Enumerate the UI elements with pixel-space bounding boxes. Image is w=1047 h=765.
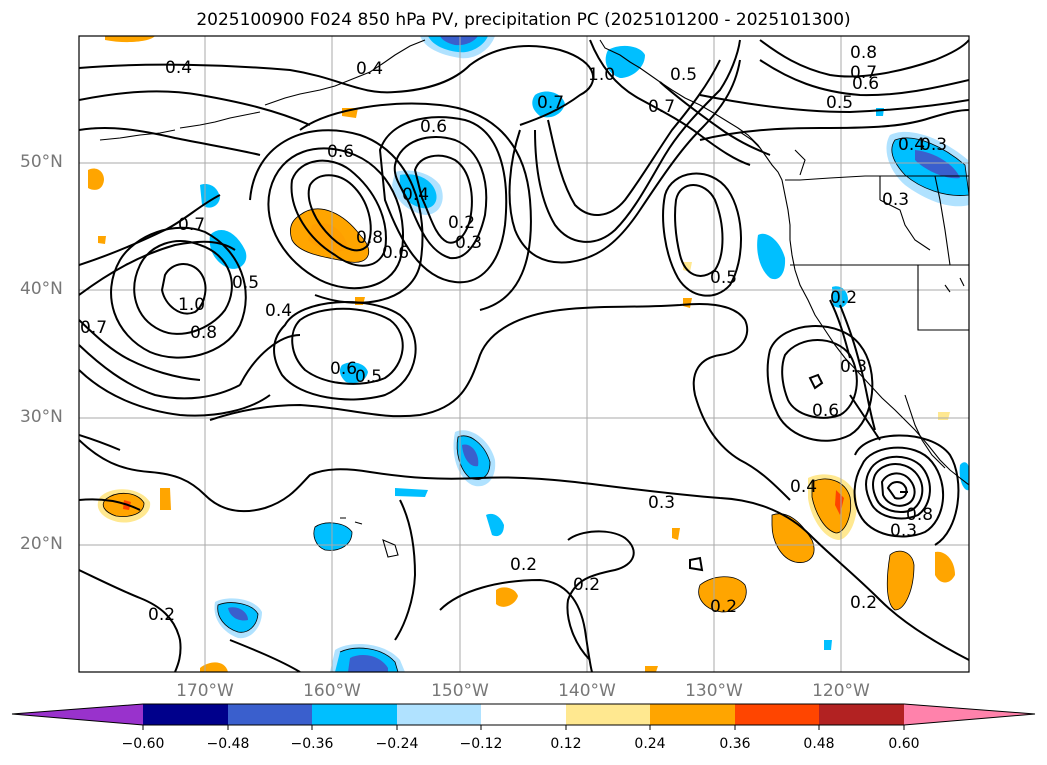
lat-label: 40°N [20, 279, 63, 299]
contour-label: 0.6 [330, 359, 357, 379]
contour-label: 0.3 [648, 493, 675, 513]
contour-label: 0.2 [573, 575, 600, 595]
contour-label: 1.0 [178, 295, 205, 315]
colorbar-tick-label: 0.12 [550, 736, 582, 752]
lon-label: 150°W [431, 681, 489, 701]
lon-label: 140°W [558, 681, 616, 701]
contour-label: 0.6 [852, 74, 879, 94]
contour-label: 0.4 [265, 301, 292, 321]
contour-label: 0.8 [356, 228, 383, 248]
contour-label: 0.2 [710, 597, 737, 617]
colorbar-tick-label: −0.12 [459, 736, 503, 752]
contour-label: 0.2 [510, 555, 537, 575]
contour-label: 0.3 [890, 521, 917, 541]
colorbar-tick-label: −0.60 [121, 736, 165, 752]
contour-label: 0.3 [455, 233, 482, 253]
contour-label: 0.8 [850, 43, 877, 63]
contour-label: 0.5 [670, 65, 697, 85]
lon-label: 130°W [685, 681, 743, 701]
contour-label: 1.0 [588, 65, 615, 85]
contour-label: 0.6 [420, 117, 447, 137]
contour-label: 0.8 [190, 323, 217, 343]
colorbar [11, 703, 1036, 730]
contour-label: 0.4 [356, 59, 383, 79]
colorbar-tick-label: −0.24 [375, 736, 419, 752]
contour-label: 0.3 [920, 135, 947, 155]
lat-label: 30°N [20, 407, 63, 427]
contour-label: 0.4 [402, 185, 429, 205]
precip-shading [88, 36, 969, 672]
colorbar-tick-label: −0.36 [290, 736, 334, 752]
contour-label: 0.3 [882, 190, 909, 210]
contour-label: 0.7 [850, 63, 877, 83]
contour-label: 0.4 [790, 477, 817, 497]
contour-label: 0.4 [898, 135, 925, 155]
contour-label: 0.2 [448, 213, 475, 233]
contour-label: 0.6 [812, 401, 839, 421]
contour-label: 0.7 [537, 93, 564, 113]
lat-label: 50°N [20, 152, 63, 172]
pv-contours [79, 39, 969, 672]
contour-label: 0.5 [826, 93, 853, 113]
contour-label: 0.2 [830, 288, 857, 308]
contour-label: 0.3 [840, 357, 867, 377]
colorbar-tick-label: −0.48 [206, 736, 250, 752]
colorbar-extend-low [12, 704, 143, 725]
lat-label: 20°N [20, 534, 63, 554]
contour-label: 0.5 [355, 367, 382, 387]
contour-label: 0.7 [178, 215, 205, 235]
lon-label: 120°W [812, 681, 870, 701]
contour-label: 0.6 [327, 142, 354, 162]
contour-labels: 0.4 0.4 0.6 0.6 0.7 0.8 1.0 0.7 0.8 0.6 … [80, 43, 947, 625]
colorbar-tick-label: 0.48 [803, 736, 835, 752]
colorbar-tick-label: 0.36 [719, 736, 751, 752]
contour-label: 0.5 [232, 273, 259, 293]
precip-outlines [102, 137, 969, 672]
contour-label: 0.4 [165, 58, 192, 78]
contour-label: 0.2 [850, 593, 877, 613]
contour-label: 0.6 [382, 243, 409, 263]
contour-label: 0.8 [906, 505, 933, 525]
plot-frame [78, 35, 970, 673]
contour-label: 0.5 [710, 268, 737, 288]
map-title: 2025100900 F024 850 hPa PV, precipitatio… [196, 10, 851, 30]
colorbar-tick-label: 0.60 [888, 736, 920, 752]
contour-label: 0.7 [80, 318, 107, 338]
coastlines [99, 39, 969, 558]
contour-label: 0.2 [148, 605, 175, 625]
colorbar-extend-high [904, 704, 1035, 725]
contour-label: 0.7 [648, 97, 675, 117]
lon-label: 160°W [303, 681, 361, 701]
lon-label: 170°W [176, 681, 234, 701]
colorbar-tick-label: 0.24 [634, 736, 666, 752]
